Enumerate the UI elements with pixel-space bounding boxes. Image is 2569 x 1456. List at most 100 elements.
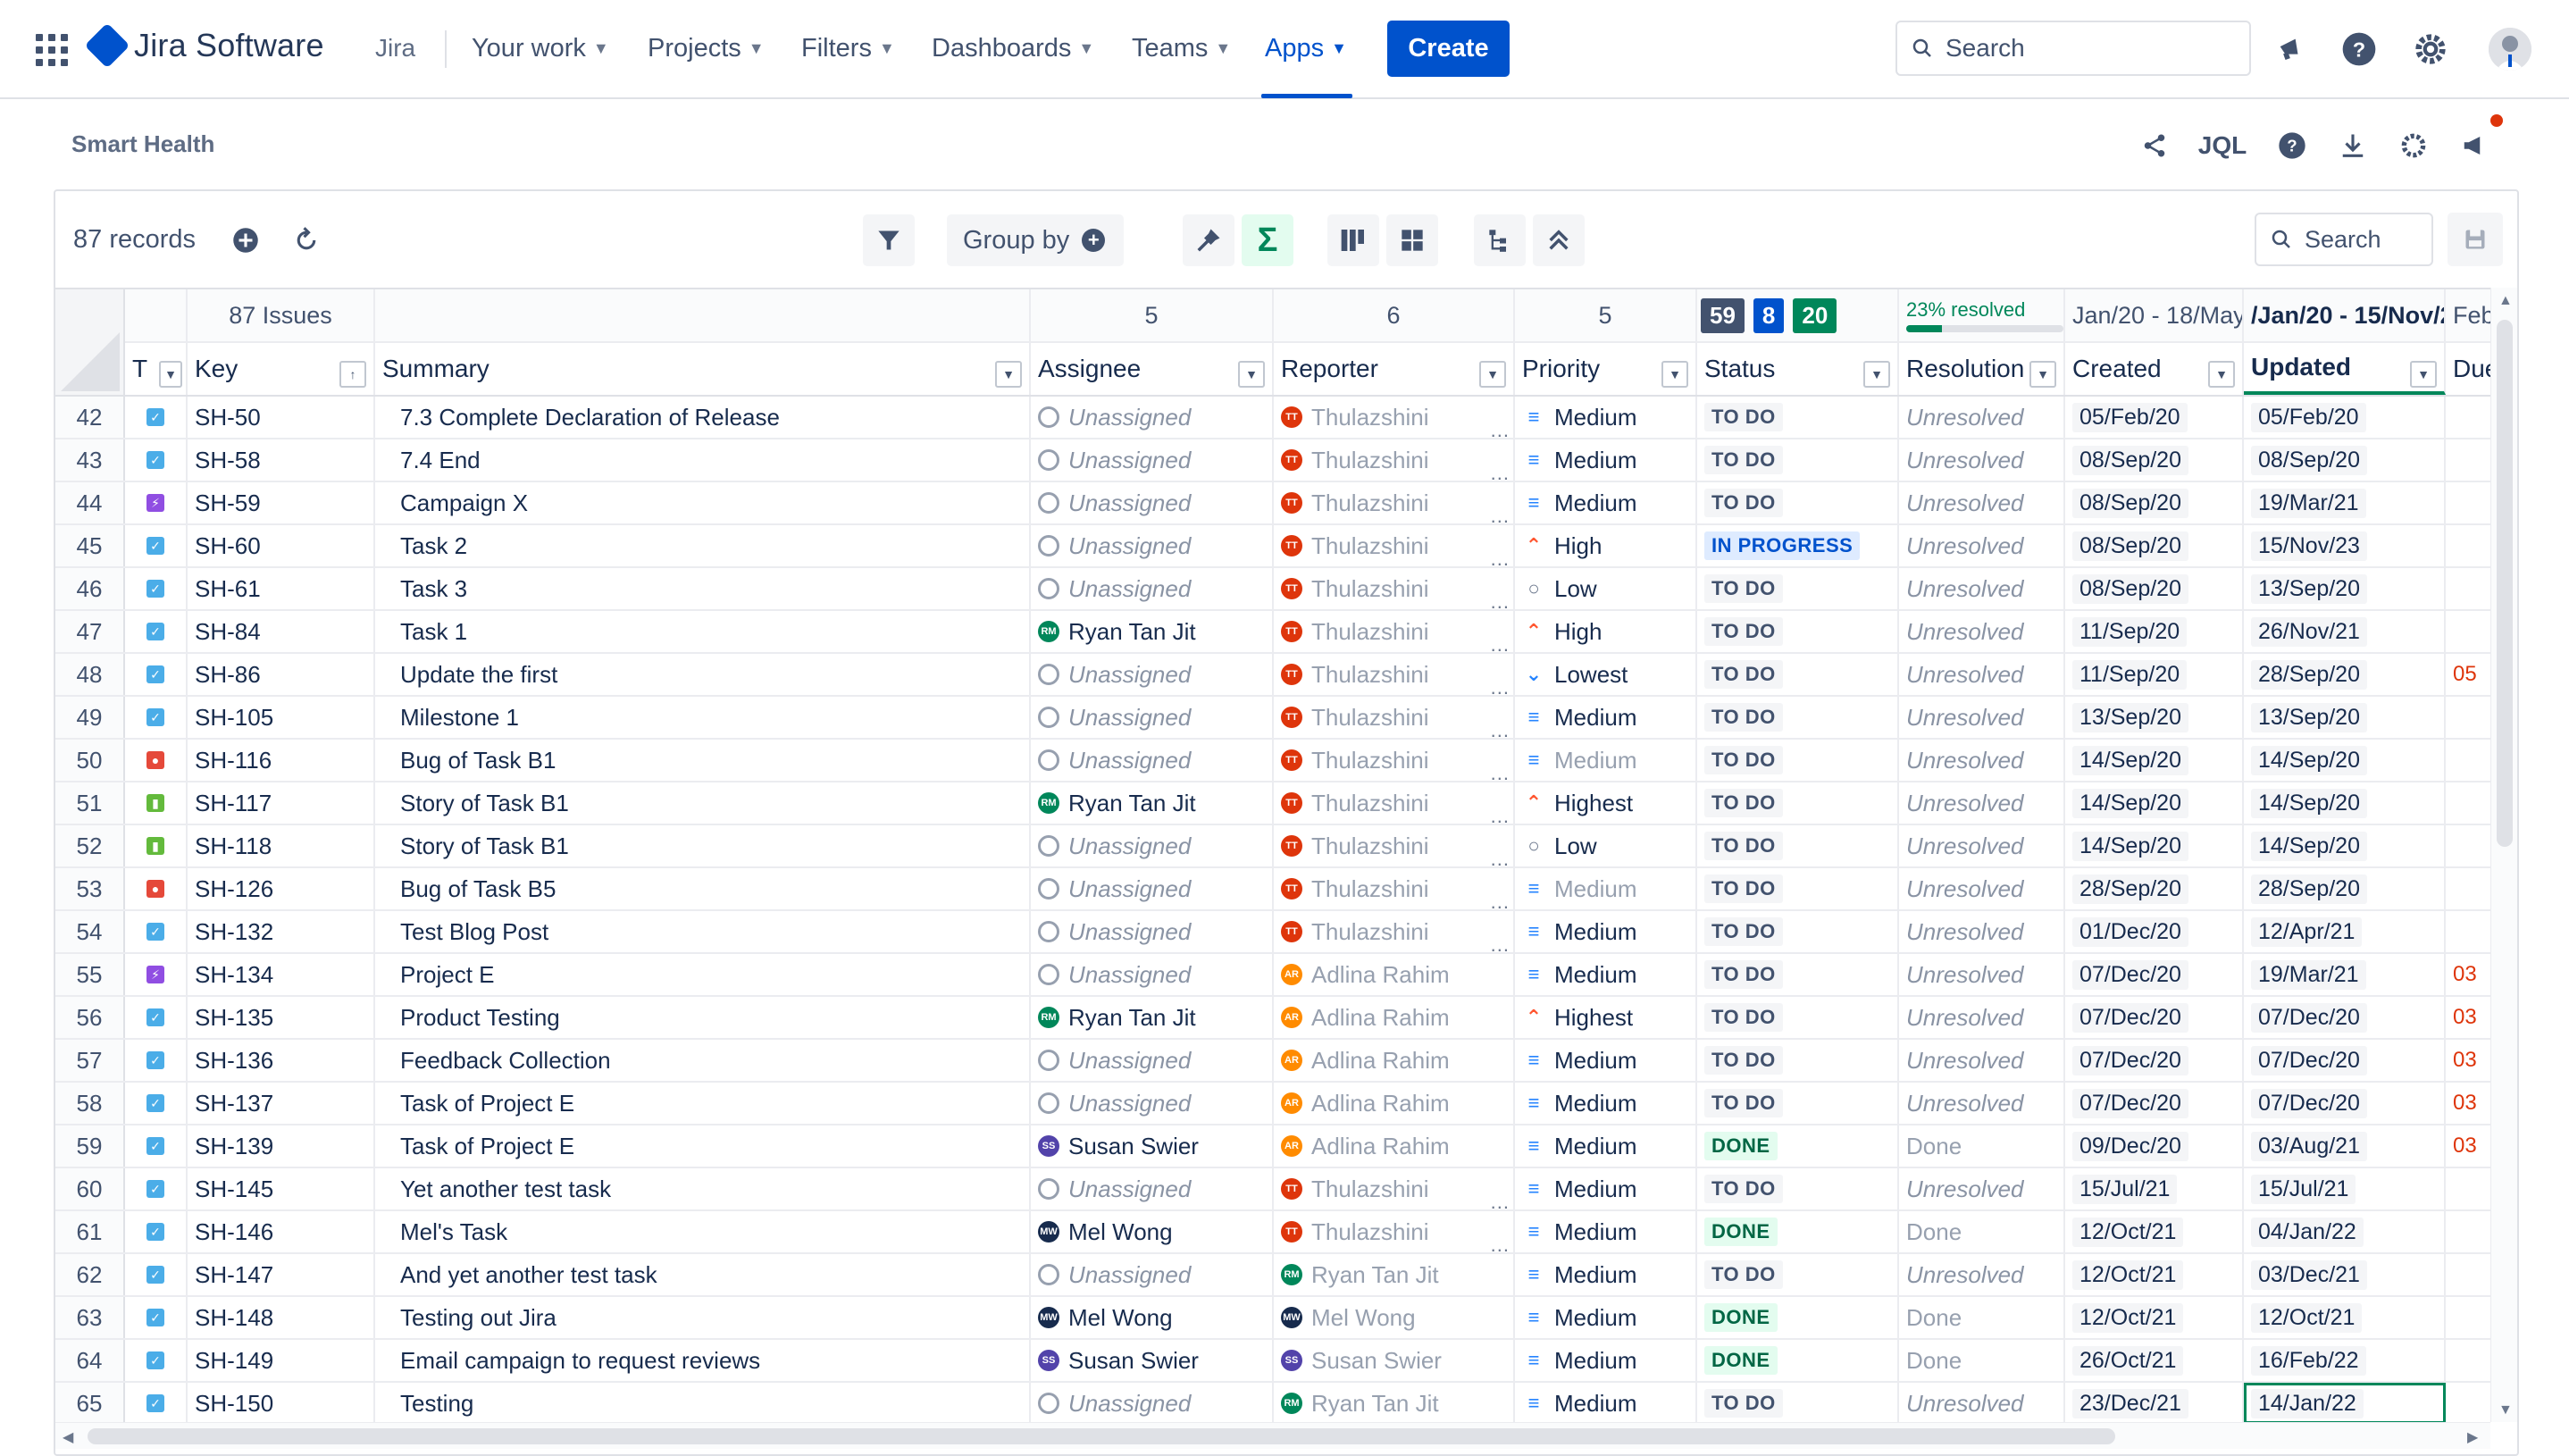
- assignee-cell[interactable]: Unassigned: [1031, 740, 1274, 781]
- row-number[interactable]: 46: [55, 568, 125, 609]
- table-row[interactable]: 49 ✓ SH-105 Milestone 1 Unassigned TT Thulazsh…: [55, 697, 2490, 740]
- status-cell[interactable]: TO DO: [1697, 911, 1899, 952]
- select-all-corner[interactable]: [55, 289, 125, 397]
- created-cell[interactable]: 08/Sep/20: [2065, 568, 2244, 609]
- updated-cell[interactable]: 14/Sep/20: [2244, 740, 2446, 781]
- key-cell[interactable]: SH-149: [188, 1340, 375, 1381]
- due-cell[interactable]: [2446, 397, 2490, 438]
- resolution-cell[interactable]: Done: [1899, 1340, 2065, 1381]
- more-dots-icon[interactable]: ...: [1490, 419, 1510, 439]
- status-cell[interactable]: TO DO: [1697, 1383, 1899, 1422]
- key-cell[interactable]: SH-59: [188, 482, 375, 523]
- updated-cell[interactable]: 08/Sep/20: [2244, 439, 2446, 481]
- due-cell[interactable]: [2446, 697, 2490, 738]
- reporter-cell[interactable]: TT Thulazshini...: [1274, 654, 1515, 695]
- product-name[interactable]: Jira: [375, 34, 416, 62]
- row-number[interactable]: 42: [55, 397, 125, 438]
- jql-button[interactable]: JQL: [2197, 131, 2247, 159]
- vertical-scrollbar[interactable]: ▲ ▼: [2490, 288, 2517, 1422]
- more-dots-icon[interactable]: ...: [1490, 676, 1510, 696]
- due-cell[interactable]: [2446, 439, 2490, 481]
- summary-cell[interactable]: Project E: [375, 954, 1031, 995]
- resolution-cell[interactable]: Unresolved: [1899, 397, 2065, 438]
- created-cell[interactable]: 13/Sep/20: [2065, 697, 2244, 738]
- status-cell[interactable]: TO DO: [1697, 1083, 1899, 1124]
- assignee-cell[interactable]: RM Ryan Tan Jit: [1031, 997, 1274, 1038]
- priority-cell[interactable]: ⌄ Lowest: [1515, 654, 1697, 695]
- more-dots-icon[interactable]: ...: [1490, 548, 1510, 567]
- due-cell[interactable]: [2446, 825, 2490, 866]
- reporter-cell[interactable]: TT Thulazshini...: [1274, 868, 1515, 909]
- summary-cell[interactable]: Bug of Task B1: [375, 740, 1031, 781]
- created-cell[interactable]: 07/Dec/20: [2065, 1040, 2244, 1081]
- status-cell[interactable]: TO DO: [1697, 1168, 1899, 1209]
- updated-cell[interactable]: 28/Sep/20: [2244, 868, 2446, 909]
- status-cell[interactable]: DONE: [1697, 1125, 1899, 1167]
- status-cell[interactable]: TO DO: [1697, 482, 1899, 523]
- resolution-cell[interactable]: Unresolved: [1899, 568, 2065, 609]
- table-row[interactable]: 48 ✓ SH-86 Update the first Unassigned TT Thul…: [55, 654, 2490, 697]
- table-row[interactable]: 56 ✓ SH-135 Product Testing RM Ryan Tan Jit AR…: [55, 997, 2490, 1040]
- column-filter-icon[interactable]: ▼: [1479, 361, 1506, 388]
- summary-cell[interactable]: Testing out Jira: [375, 1297, 1031, 1338]
- resolution-cell[interactable]: Unresolved: [1899, 482, 2065, 523]
- priority-cell[interactable]: ≡ Medium: [1515, 1168, 1697, 1209]
- column-header-priority[interactable]: Priority ▼: [1515, 343, 1697, 395]
- row-number[interactable]: 57: [55, 1040, 125, 1081]
- row-number[interactable]: 48: [55, 654, 125, 695]
- assignee-cell[interactable]: Unassigned: [1031, 439, 1274, 481]
- created-cell[interactable]: 07/Dec/20: [2065, 997, 2244, 1038]
- status-cell[interactable]: TO DO: [1697, 397, 1899, 438]
- column-header-summary[interactable]: Summary ▼: [375, 343, 1031, 395]
- nav-teams[interactable]: Teams ▼: [1132, 34, 1231, 63]
- updated-cell[interactable]: 04/Jan/22: [2244, 1211, 2446, 1252]
- reporter-cell[interactable]: AR Adlina Rahim: [1274, 954, 1515, 995]
- column-filter-icon[interactable]: ▼: [2029, 361, 2056, 388]
- key-cell[interactable]: SH-61: [188, 568, 375, 609]
- due-cell[interactable]: [2446, 611, 2490, 652]
- status-cell[interactable]: DONE: [1697, 1211, 1899, 1252]
- sort-icon[interactable]: ↑: [339, 361, 366, 388]
- table-row[interactable]: 58 ✓ SH-137 Task of Project E Unassigned AR Ad…: [55, 1083, 2490, 1125]
- created-cell[interactable]: 09/Dec/20: [2065, 1125, 2244, 1167]
- updated-cell[interactable]: 07/Dec/20: [2244, 997, 2446, 1038]
- updated-cell[interactable]: 26/Nov/21: [2244, 611, 2446, 652]
- nav-apps[interactable]: Apps ▼: [1265, 34, 1347, 63]
- priority-cell[interactable]: ○ Low: [1515, 568, 1697, 609]
- more-dots-icon[interactable]: ...: [1490, 505, 1510, 524]
- status-cell[interactable]: TO DO: [1697, 782, 1899, 824]
- refresh-button[interactable]: [280, 214, 332, 266]
- created-cell[interactable]: 14/Sep/20: [2065, 825, 2244, 866]
- resolution-cell[interactable]: Unresolved: [1899, 525, 2065, 566]
- resolution-cell[interactable]: Unresolved: [1899, 868, 2065, 909]
- assignee-cell[interactable]: MW Mel Wong: [1031, 1211, 1274, 1252]
- grid-view-button[interactable]: [1386, 214, 1438, 266]
- group-by-button[interactable]: Group by +: [947, 214, 1124, 266]
- updated-cell[interactable]: 07/Dec/20: [2244, 1040, 2446, 1081]
- priority-cell[interactable]: ≡ Medium: [1515, 1297, 1697, 1338]
- row-number[interactable]: 56: [55, 997, 125, 1038]
- column-header-status[interactable]: Status ▼: [1697, 343, 1899, 395]
- priority-cell[interactable]: ≡ Medium: [1515, 439, 1697, 481]
- row-number[interactable]: 52: [55, 825, 125, 866]
- key-cell[interactable]: SH-86: [188, 654, 375, 695]
- key-cell[interactable]: SH-146: [188, 1211, 375, 1252]
- row-number[interactable]: 60: [55, 1168, 125, 1209]
- column-header-reporter[interactable]: Reporter ▼: [1274, 343, 1515, 395]
- updated-cell[interactable]: 28/Sep/20: [2244, 654, 2446, 695]
- created-cell[interactable]: 14/Sep/20: [2065, 740, 2244, 781]
- more-dots-icon[interactable]: ...: [1490, 1191, 1510, 1210]
- share-icon[interactable]: [2135, 126, 2174, 165]
- more-dots-icon[interactable]: ...: [1490, 805, 1510, 824]
- updated-cell[interactable]: 07/Dec/20: [2244, 1083, 2446, 1124]
- summary-cell[interactable]: Testing: [375, 1383, 1031, 1422]
- reporter-cell[interactable]: AR Adlina Rahim: [1274, 1040, 1515, 1081]
- summary-cell[interactable]: Update the first: [375, 654, 1031, 695]
- column-header-created[interactable]: Created ▼: [2065, 343, 2244, 395]
- assignee-cell[interactable]: Unassigned: [1031, 1040, 1274, 1081]
- grid-search-input[interactable]: [2305, 225, 2421, 254]
- updated-cell[interactable]: 14/Sep/20: [2244, 825, 2446, 866]
- more-dots-icon[interactable]: ...: [1490, 1234, 1510, 1253]
- global-search[interactable]: [1895, 21, 2251, 76]
- reporter-cell[interactable]: TT Thulazshini...: [1274, 611, 1515, 652]
